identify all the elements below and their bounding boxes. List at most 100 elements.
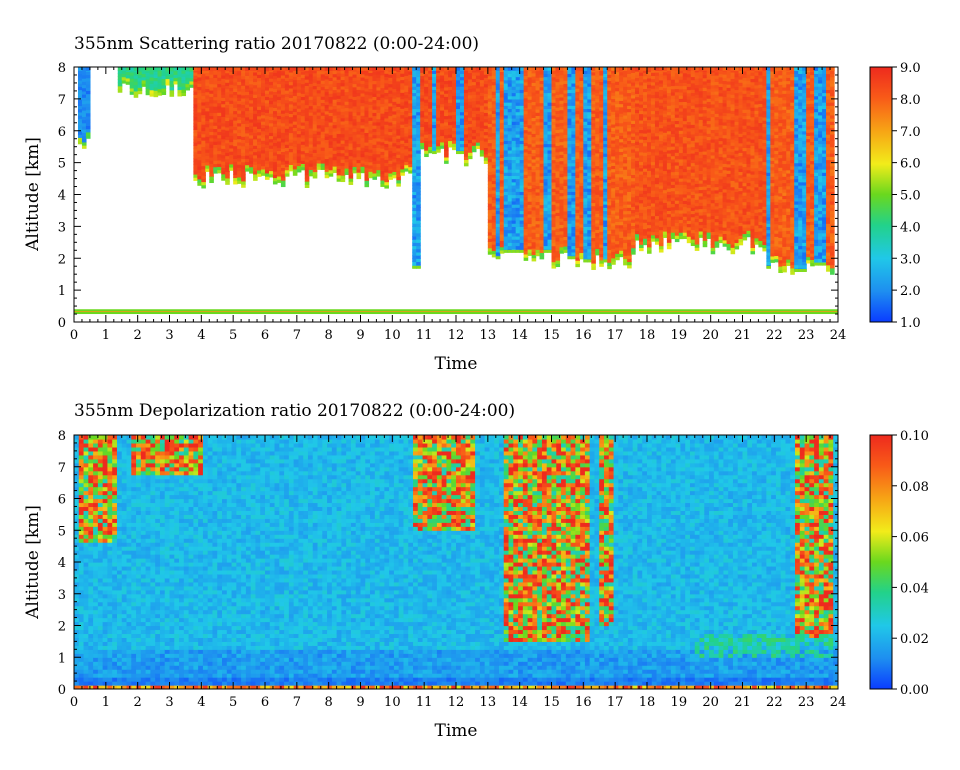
scattering-cell — [591, 116, 596, 121]
scattering-cell — [511, 102, 517, 106]
scattering-cell — [245, 135, 250, 140]
scattering-cell — [268, 164, 274, 168]
scattering-cell — [444, 105, 449, 110]
scattering-cell — [603, 79, 608, 84]
scattering-cell — [523, 129, 529, 134]
scattering-cell — [515, 133, 521, 138]
scattering-cell — [125, 81, 131, 85]
scattering-cell — [479, 105, 485, 109]
scattering-cell — [225, 69, 230, 74]
scattering-cell — [225, 174, 230, 179]
scattering-cell — [412, 102, 417, 106]
scattering-cell — [348, 111, 354, 115]
scattering-cell — [587, 242, 592, 247]
scattering-cell — [483, 74, 489, 78]
scattering-cell — [368, 113, 374, 118]
scattering-cell — [543, 226, 549, 231]
scattering-cell — [444, 109, 449, 113]
scattering-cell — [233, 85, 238, 89]
scattering-cell — [555, 135, 561, 140]
scattering-cell — [221, 125, 226, 130]
scattering-cell — [479, 98, 485, 103]
scattering-cell — [284, 156, 290, 161]
scattering-cell — [595, 238, 600, 243]
scattering-cell — [432, 86, 437, 90]
scattering-cell — [368, 69, 374, 74]
scattering-cell — [253, 142, 258, 146]
scattering-cell — [424, 140, 429, 145]
scattering-cell — [591, 227, 596, 232]
scattering-cell — [511, 89, 517, 94]
scattering-cell — [555, 97, 561, 102]
scattering-cell — [615, 87, 620, 92]
scattering-cell — [448, 102, 453, 107]
scattering-cell — [619, 97, 624, 101]
scattering-cell — [563, 128, 569, 132]
scattering-cell — [300, 121, 306, 126]
scattering-cell — [237, 132, 242, 137]
scattering-cell — [555, 126, 561, 130]
scattering-cell — [356, 114, 362, 119]
scattering-cell — [495, 149, 501, 154]
scattering-cell — [507, 156, 513, 161]
scattering-cell — [376, 83, 381, 88]
scattering-cell — [205, 78, 210, 83]
scattering-cell — [607, 131, 612, 136]
scattering-cell — [515, 245, 521, 250]
scattering-cell — [523, 171, 529, 175]
scattering-cell — [304, 158, 310, 163]
scattering-cell — [332, 89, 338, 94]
scattering-cell — [332, 127, 338, 132]
scattering-cell — [245, 132, 250, 137]
scattering-cell — [368, 101, 374, 105]
scattering-cell — [611, 184, 616, 189]
scattering-cell — [241, 136, 246, 140]
scattering-cell — [515, 105, 521, 110]
scattering-cell — [288, 87, 294, 92]
scattering-cell — [623, 213, 628, 218]
scattering-cell — [360, 156, 366, 161]
scattering-cell — [428, 108, 433, 112]
scattering-cell — [531, 241, 537, 246]
scattering-cell — [444, 102, 449, 107]
scattering-cell — [511, 118, 517, 122]
scattering-cell — [519, 216, 525, 221]
scattering-cell — [555, 84, 561, 89]
scattering-cell — [308, 121, 314, 126]
scattering-cell — [368, 75, 374, 80]
scattering-cell — [531, 216, 537, 220]
scattering-cell — [300, 153, 306, 158]
scattering-cell — [491, 110, 497, 114]
scattering-cell — [372, 150, 378, 155]
scattering-cell — [416, 175, 421, 180]
scattering-cell — [348, 117, 354, 122]
scattering-cell — [463, 143, 469, 148]
scattering-cell — [276, 99, 282, 104]
scattering-cell — [352, 83, 358, 88]
scattering-cell — [352, 73, 358, 78]
scattering-cell — [245, 123, 250, 127]
scattering-cell — [603, 102, 608, 106]
scattering-cell — [388, 172, 393, 177]
scattering-cell — [229, 119, 234, 123]
scattering-cell — [499, 237, 505, 241]
scattering-cell — [491, 138, 497, 143]
scattering-cell — [336, 88, 342, 93]
scattering-cell — [416, 213, 421, 218]
scattering-cell — [627, 111, 632, 116]
scattering-cell — [412, 226, 417, 231]
scattering-cell — [197, 140, 202, 145]
scattering-cell — [237, 81, 242, 86]
scattering-cell — [396, 99, 401, 104]
scattering-cell — [511, 92, 517, 97]
scattering-cell — [416, 232, 421, 237]
scattering-cell — [579, 185, 584, 190]
scattering-cell — [420, 75, 425, 80]
scattering-cell — [559, 116, 565, 120]
scattering-cell — [495, 133, 501, 138]
scattering-cell — [495, 137, 501, 141]
scattering-cell — [559, 186, 565, 190]
scattering-cell — [245, 100, 250, 105]
scattering-cell — [268, 173, 274, 178]
scattering-cell — [213, 125, 218, 130]
